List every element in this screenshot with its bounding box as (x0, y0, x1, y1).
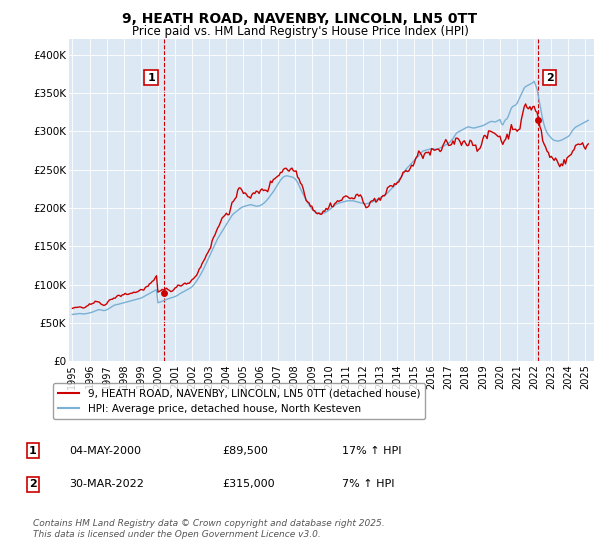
Text: £315,000: £315,000 (222, 479, 275, 489)
Text: Contains HM Land Registry data © Crown copyright and database right 2025.
This d: Contains HM Land Registry data © Crown c… (33, 520, 385, 539)
Text: Price paid vs. HM Land Registry's House Price Index (HPI): Price paid vs. HM Land Registry's House … (131, 25, 469, 38)
Legend: 9, HEATH ROAD, NAVENBY, LINCOLN, LN5 0TT (detached house), HPI: Average price, d: 9, HEATH ROAD, NAVENBY, LINCOLN, LN5 0TT… (53, 383, 425, 419)
Text: 1: 1 (147, 73, 155, 82)
Text: 30-MAR-2022: 30-MAR-2022 (69, 479, 144, 489)
Text: £89,500: £89,500 (222, 446, 268, 456)
Text: 2: 2 (29, 479, 37, 489)
Text: 17% ↑ HPI: 17% ↑ HPI (342, 446, 401, 456)
Text: 1: 1 (29, 446, 37, 456)
Text: 7% ↑ HPI: 7% ↑ HPI (342, 479, 395, 489)
Text: 04-MAY-2000: 04-MAY-2000 (69, 446, 141, 456)
Text: 9, HEATH ROAD, NAVENBY, LINCOLN, LN5 0TT: 9, HEATH ROAD, NAVENBY, LINCOLN, LN5 0TT (122, 12, 478, 26)
Text: 2: 2 (545, 73, 553, 82)
